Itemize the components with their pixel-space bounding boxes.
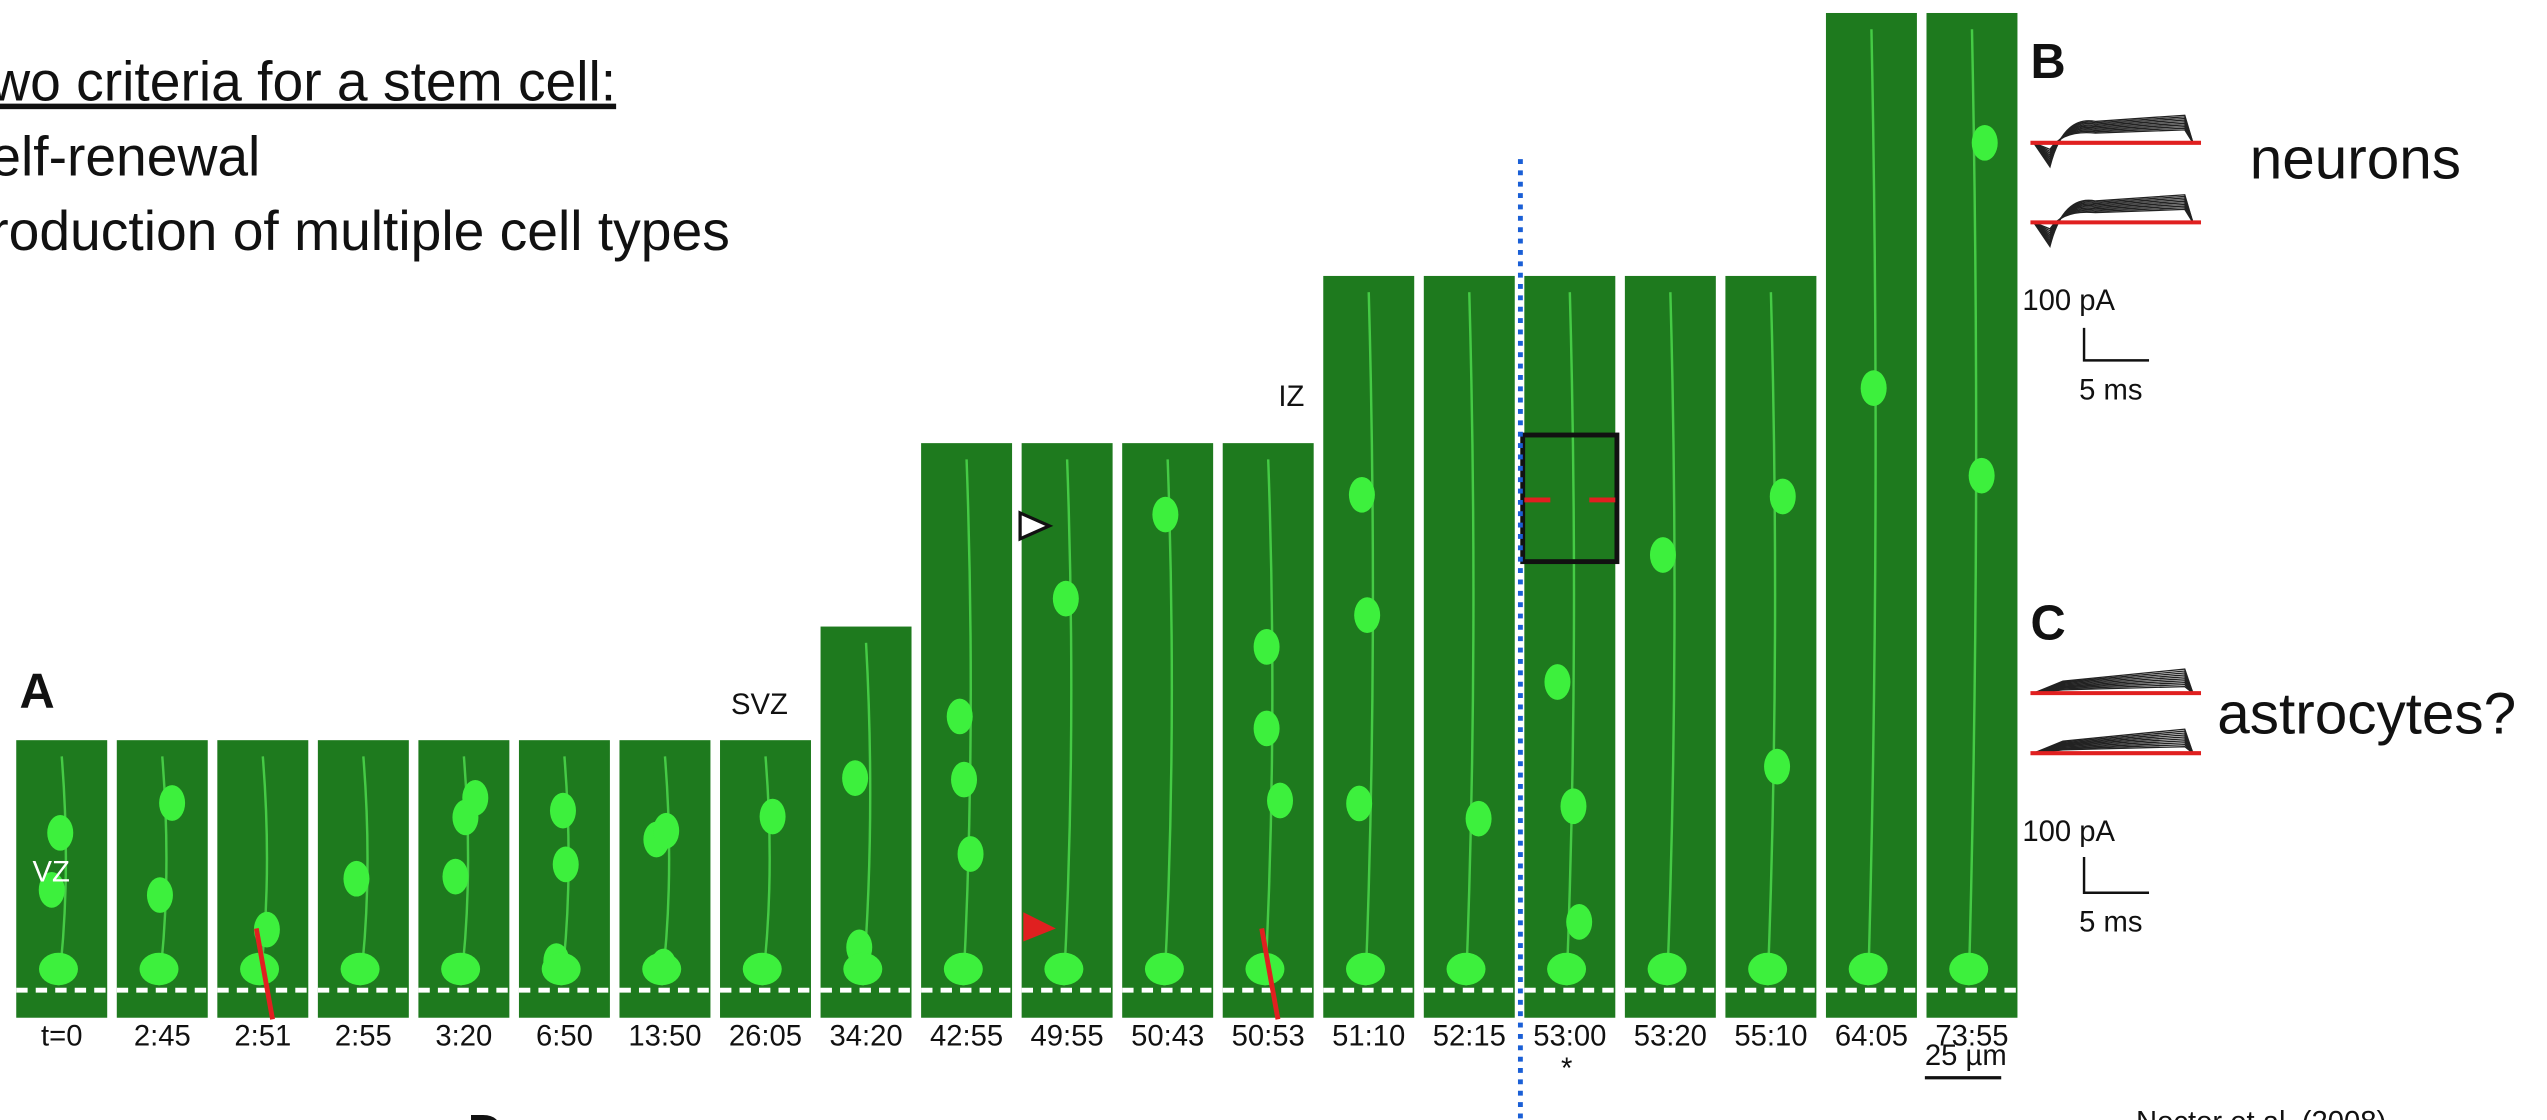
cell [1748,953,1787,985]
cell-type: astrocytes? [2217,682,2516,747]
cell [343,861,369,897]
cell [159,785,185,821]
cell [147,877,173,913]
scale-bracket [2084,857,2149,893]
cell [1349,477,1375,513]
cell [1466,801,1492,837]
scale-bracket [2084,328,2149,360]
cell [944,953,983,985]
page: {"criteria": {"heading": "wo criteria fo… [0,0,2547,1120]
scale-label: 100 pA [2022,285,2115,317]
time-label: 42:55 [930,1020,1003,1052]
cell [140,953,179,985]
cell [1346,953,1385,985]
cell [1447,953,1486,985]
cell [542,953,581,985]
cell [1346,786,1372,822]
cell [842,760,868,796]
scale-label: 5 ms [2079,374,2142,406]
cell [1566,904,1592,940]
cell [1053,581,1079,617]
time-label: 50:53 [1232,1020,1305,1052]
cell [1044,953,1083,985]
citation: Noctor et al. (2008) [2136,1106,2386,1120]
cell [1267,783,1293,819]
time-label: 53:20 [1634,1020,1707,1052]
trace [2034,130,2193,149]
scale-bar-label: 25 µm [1925,1040,2007,1072]
time-label: 50:43 [1131,1020,1204,1052]
cell [1354,597,1380,633]
region-label: VZ [32,856,69,888]
cell [653,813,679,849]
cell [947,699,973,735]
time-label: 6:50 [536,1020,593,1052]
cell [1145,953,1184,985]
scale-label: 5 ms [2079,907,2142,939]
cell [47,815,73,851]
cell [550,793,576,829]
time-label: 53:00 [1533,1020,1606,1052]
region-label: SVZ [731,689,788,721]
time-label: 51:10 [1332,1020,1405,1052]
cell [442,859,468,895]
criteria-item: elf-renewal [0,125,260,187]
time-label: 2:45 [134,1020,191,1052]
time-label: 52:15 [1433,1020,1506,1052]
cell [951,762,977,798]
trace [2034,208,2193,231]
time-label: 49:55 [1031,1020,1104,1052]
criteria-item: roduction of multiple cell types [0,200,730,262]
panel-label: C [2030,597,2065,651]
cell [1648,953,1687,985]
cell [1544,664,1570,700]
time-label: 2:55 [335,1020,392,1052]
cell [1949,953,1988,985]
cell [958,836,984,872]
cell [441,953,480,985]
cell [1650,537,1676,573]
cell [39,953,78,985]
cell [1764,749,1790,785]
region-label: IZ [1278,381,1304,413]
panel-label: B [2030,35,2065,89]
time-label: t=0 [41,1020,82,1052]
time-label: 64:05 [1835,1020,1908,1052]
cell [642,953,681,985]
time-lapse-frames: t=0 2:45 2:51 2:55 3:20 6:50 13:50 26:05 34:20 42… [16,13,2017,1052]
marker: * [1561,1053,1572,1085]
cell [1254,711,1280,747]
cell [1861,370,1887,406]
panel-label: D [468,1106,503,1120]
cell [462,780,488,816]
panel-label: A [19,665,54,719]
time-label: 2:51 [234,1020,291,1052]
figure: t=0 2:45 2:51 2:55 3:20 6:50 13:50 26:05 34:20 42… [0,0,2547,1120]
time-label: 34:20 [829,1020,902,1052]
criteria-heading: wo criteria for a stem cell: [0,51,616,113]
time-label: 55:10 [1734,1020,1807,1052]
cell [1770,479,1796,515]
scale-label: 100 pA [2022,816,2115,848]
cell [843,953,882,985]
cell [1969,458,1995,494]
current-traces [2030,669,2201,753]
current-traces [2030,115,2201,246]
cell [760,799,786,835]
time-label: 3:20 [435,1020,492,1052]
trace [2034,128,2193,151]
cell [341,953,380,985]
trace [2034,209,2193,228]
time-label: 26:05 [729,1020,802,1052]
cell [1254,629,1280,665]
cell [743,953,782,985]
time-label: 13:50 [628,1020,701,1052]
cell [1152,497,1178,533]
cell [1849,953,1888,985]
cell [1547,953,1586,985]
cell [1560,788,1586,824]
cell-type: neurons [2250,127,2461,192]
cell [1972,125,1998,161]
cell [553,847,579,883]
